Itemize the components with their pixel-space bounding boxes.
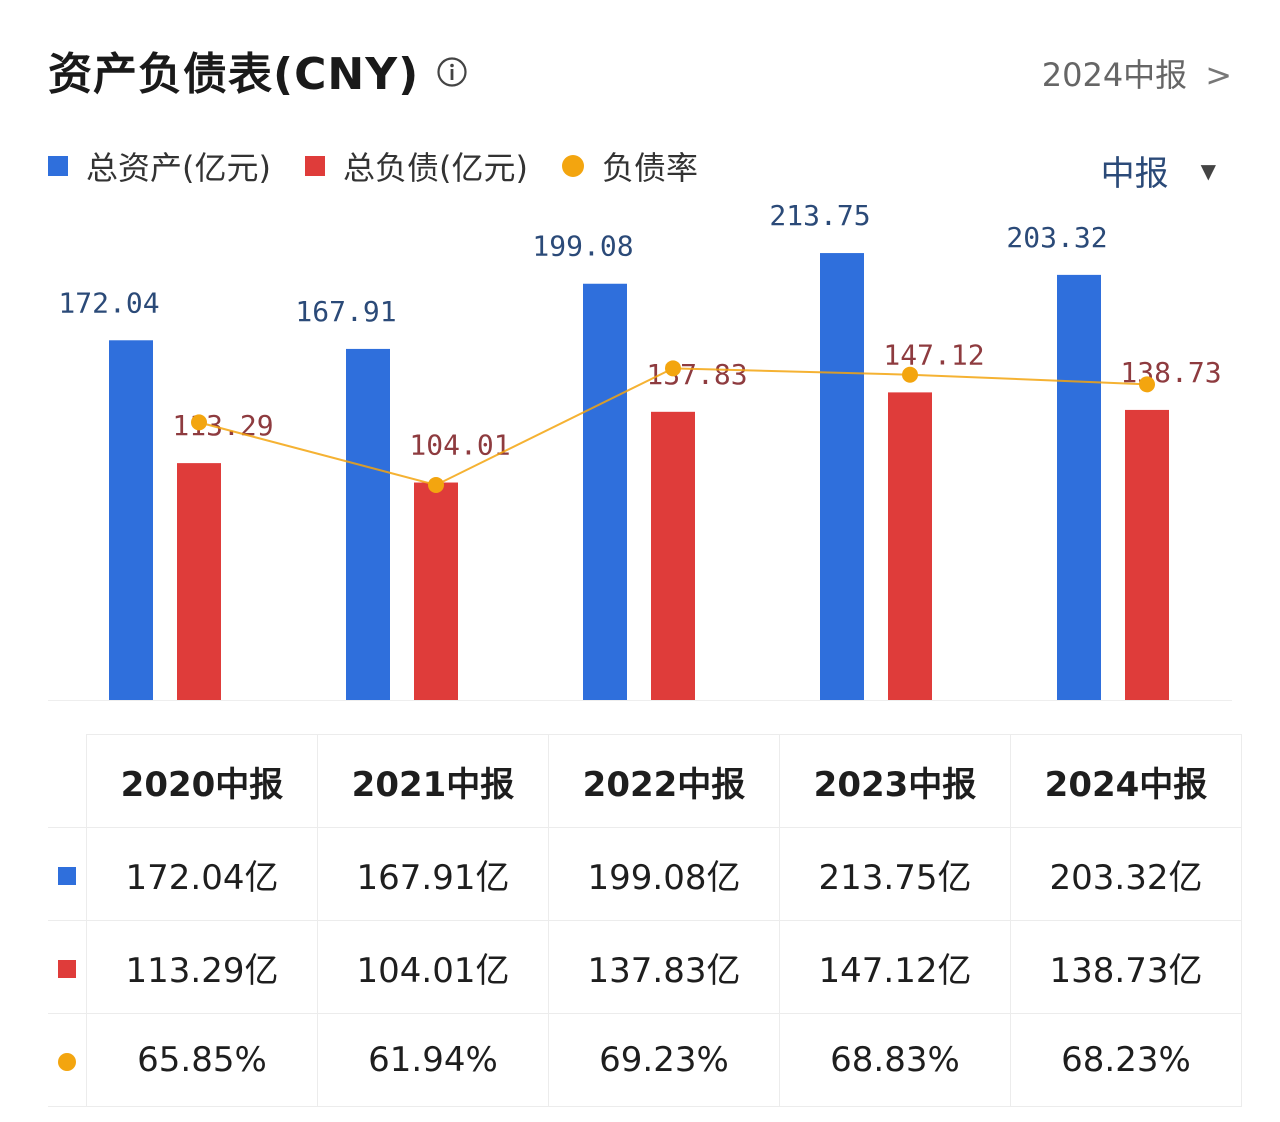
table-cell: 68.23%: [1010, 1013, 1242, 1107]
ratio-point: [428, 476, 444, 493]
period-link[interactable]: 2024中报 >: [1042, 50, 1232, 96]
liabilities-marker-icon: [58, 960, 76, 978]
table-header-cell: 2021中报: [317, 734, 549, 828]
header: 资产负债表(CNY) 2024中报 >: [0, 0, 1280, 140]
table-corner-cell: [48, 734, 87, 828]
dropdown-label: 中报: [1100, 154, 1169, 194]
liability-bar: [888, 392, 932, 700]
balance-sheet-chart: 172.04113.29167.91104.01199.08137.83213.…: [48, 200, 1232, 701]
row-marker-cell: [48, 827, 87, 921]
asset-bar: [109, 340, 153, 700]
legend-item-assets[interactable]: 总资产(亿元): [48, 143, 271, 189]
liability-data-label: 147.12: [883, 338, 984, 371]
liability-data-label: 137.83: [646, 358, 747, 391]
info-icon[interactable]: [436, 56, 468, 88]
assets-marker-icon: [58, 867, 76, 885]
table-cell: 68.83%: [779, 1013, 1011, 1107]
legend-label-ratio: 负债率: [601, 149, 698, 187]
legend-swatch-assets: [48, 156, 68, 176]
ratio-point: [1139, 376, 1155, 393]
table-header-row: 2020中报 2021中报 2022中报 2023中报 2024中报: [48, 734, 1242, 828]
table-row-ratio: 65.85% 61.94% 69.23% 68.83% 68.23%: [48, 1013, 1242, 1107]
legend-label-assets: 总资产(亿元): [86, 149, 271, 187]
liability-bar: [414, 482, 458, 700]
ratio-point: [191, 414, 207, 431]
table-header-cell: 2020中报: [86, 734, 318, 828]
caret-down-icon: ▼: [1200, 158, 1216, 183]
legend: 总资产(亿元) 总负债(亿元) 负债率: [48, 144, 732, 188]
page-title: 资产负债表(CNY): [48, 49, 420, 100]
table-cell: 137.83亿: [548, 920, 780, 1014]
table-cell: 138.73亿: [1010, 920, 1242, 1014]
ratio-point: [665, 360, 681, 377]
ratio-marker-icon: [58, 1053, 76, 1071]
row-marker-cell: [48, 1013, 87, 1107]
table-cell: 167.91亿: [317, 827, 549, 921]
table-cell: 65.85%: [86, 1013, 318, 1107]
table-cell: 172.04亿: [86, 827, 318, 921]
row-marker-cell: [48, 920, 87, 1014]
asset-data-label: 203.32: [1006, 221, 1107, 254]
legend-swatch-liabilities: [304, 156, 325, 176]
asset-bar: [1057, 274, 1101, 700]
legend-item-ratio[interactable]: 负债率: [561, 143, 698, 189]
table-cell: 147.12亿: [779, 920, 1011, 1014]
table-cell: 199.08亿: [548, 827, 780, 921]
table-header-cell: 2023中报: [779, 734, 1011, 828]
liability-bar: [177, 463, 221, 700]
table-cell: 203.32亿: [1010, 827, 1242, 921]
asset-data-label: 167.91: [295, 295, 396, 328]
period-link-label: 2024中报: [1041, 56, 1188, 94]
table-header-cell: 2024中报: [1010, 734, 1242, 828]
asset-data-label: 172.04: [58, 286, 159, 319]
asset-bar: [583, 283, 627, 700]
report-type-dropdown[interactable]: 中报 ▼: [1101, 146, 1216, 195]
table-cell: 69.23%: [548, 1013, 780, 1107]
table-row-liabilities: 113.29亿 104.01亿 137.83亿 147.12亿 138.73亿: [48, 920, 1242, 1014]
table-cell: 213.75亿: [779, 827, 1011, 921]
asset-data-label: 199.08: [532, 230, 633, 263]
table-cell: 61.94%: [317, 1013, 549, 1107]
liability-bar: [651, 411, 695, 700]
table-row-assets: 172.04亿 167.91亿 199.08亿 213.75亿 203.32亿: [48, 827, 1242, 921]
legend-swatch-ratio: [561, 155, 584, 177]
asset-data-label: 213.75: [769, 200, 870, 232]
table-header-cell: 2022中报: [548, 734, 780, 828]
data-table: 2020中报 2021中报 2022中报 2023中报 2024中报 172.0…: [48, 734, 1242, 1107]
legend-item-liabilities[interactable]: 总负债(亿元): [304, 143, 528, 189]
liability-bar: [1125, 409, 1169, 700]
table-cell: 113.29亿: [86, 920, 318, 1014]
legend-label-liabilities: 总负债(亿元): [342, 149, 528, 187]
chevron-right-icon: >: [1205, 56, 1232, 94]
asset-bar: [820, 253, 864, 700]
table-cell: 104.01亿: [317, 920, 549, 1014]
asset-bar: [346, 348, 390, 700]
ratio-point: [902, 366, 918, 383]
